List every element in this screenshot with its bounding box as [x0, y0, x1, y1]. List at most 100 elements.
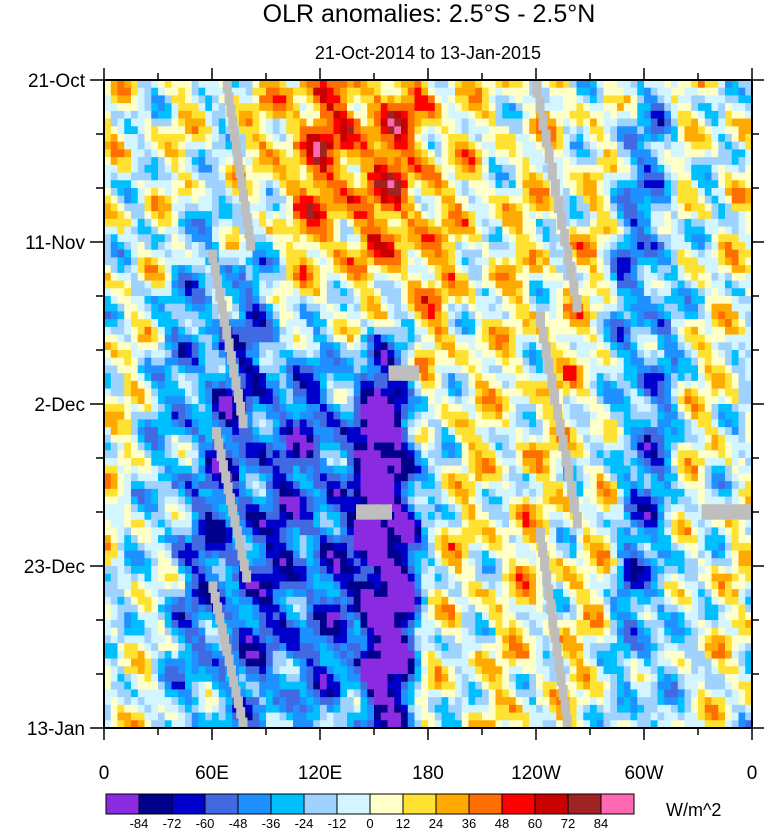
heatmap-cell	[745, 249, 752, 259]
heatmap-cell	[738, 311, 746, 320]
heatmap-cell	[212, 172, 220, 181]
heatmap-cell	[401, 388, 409, 397]
heatmap-cell	[245, 249, 254, 259]
heatmap-cell	[596, 234, 605, 243]
heatmap-cell	[536, 373, 544, 382]
heatmap-cell	[644, 442, 652, 451]
heatmap-cell	[259, 357, 267, 367]
heatmap-cell	[448, 326, 456, 336]
heatmap-cell	[583, 134, 591, 143]
heatmap-cell	[475, 404, 483, 413]
heatmap-cell	[347, 157, 355, 166]
heatmap-cell	[279, 95, 287, 104]
heatmap-cell	[563, 342, 571, 351]
heatmap-cell	[387, 311, 395, 320]
heatmap-cell	[630, 465, 638, 475]
heatmap-cell	[299, 195, 308, 205]
heatmap-cell	[495, 396, 503, 405]
heatmap-cell	[124, 218, 132, 228]
heatmap-cell	[522, 326, 530, 336]
heatmap-cell	[657, 458, 665, 467]
heatmap-cell	[650, 172, 659, 181]
heatmap-cell	[124, 103, 132, 112]
heatmap-cell	[576, 458, 584, 467]
heatmap-cell	[178, 311, 186, 320]
heatmap-cell	[191, 311, 200, 320]
heatmap-cell	[428, 280, 436, 289]
heatmap-cell	[529, 265, 537, 274]
heatmap-cell	[617, 126, 625, 135]
heatmap-cell	[745, 280, 752, 289]
heatmap-cell	[367, 242, 375, 251]
heatmap-cell	[698, 95, 706, 104]
heatmap-cell	[644, 234, 652, 243]
heatmap-cell	[414, 473, 422, 482]
heatmap-cell	[394, 380, 402, 390]
heatmap-cell	[212, 380, 220, 390]
heatmap-cell	[353, 380, 362, 390]
heatmap-cell	[468, 388, 476, 397]
heatmap-cell	[488, 404, 497, 413]
heatmap-cell	[144, 226, 152, 235]
heatmap-cell	[515, 296, 524, 305]
heatmap-cell	[576, 319, 584, 328]
heatmap-cell	[124, 373, 132, 382]
heatmap-cell	[603, 334, 611, 343]
heatmap-cell	[185, 319, 193, 328]
heatmap-cell	[637, 95, 645, 104]
heatmap-cell	[434, 218, 443, 228]
heatmap-cell	[104, 311, 112, 320]
heatmap-cell	[171, 149, 179, 158]
heatmap-cell	[131, 110, 139, 120]
heatmap-cell	[191, 118, 200, 127]
heatmap-cell	[529, 450, 537, 459]
heatmap-cell	[326, 87, 335, 97]
heatmap-cell	[644, 357, 652, 367]
heatmap-cell	[374, 288, 382, 297]
heatmap-cell	[239, 373, 247, 382]
heatmap-cell	[603, 365, 611, 374]
heatmap-cell	[164, 188, 173, 197]
heatmap-cell	[569, 427, 578, 436]
heatmap-cell	[158, 103, 166, 112]
heatmap-cell	[468, 242, 476, 251]
heatmap-cell	[124, 280, 132, 289]
heatmap-cell	[529, 458, 537, 467]
heatmap-cell	[563, 303, 571, 313]
heatmap-cell	[522, 134, 530, 143]
heatmap-cell	[725, 126, 733, 135]
heatmap-cell	[637, 242, 645, 251]
heatmap-cell	[502, 172, 510, 181]
heatmap-cell	[164, 311, 173, 320]
heatmap-cell	[556, 180, 564, 189]
heatmap-cell	[178, 272, 186, 282]
heatmap-cell	[198, 95, 206, 104]
heatmap-cell	[596, 465, 605, 475]
heatmap-cell	[542, 458, 551, 467]
heatmap-cell	[461, 396, 470, 405]
heatmap-cell	[299, 265, 308, 274]
heatmap-cell	[590, 311, 598, 320]
heatmap-cell	[488, 257, 497, 266]
heatmap-cell	[603, 326, 611, 336]
heatmap-cell	[664, 272, 672, 282]
heatmap-cell	[407, 257, 416, 266]
heatmap-cell	[461, 319, 470, 328]
heatmap-cell	[272, 234, 281, 243]
heatmap-cell	[468, 319, 476, 328]
heatmap-cell	[684, 404, 692, 413]
heatmap-cell	[441, 342, 449, 351]
heatmap-cell	[340, 164, 348, 174]
heatmap-cell	[110, 249, 119, 259]
heatmap-cell	[421, 164, 429, 174]
heatmap-cell	[718, 242, 726, 251]
heatmap-cell	[718, 411, 726, 421]
heatmap-cell	[144, 357, 152, 367]
heatmap-cell	[563, 95, 571, 104]
heatmap-cell	[306, 419, 314, 428]
heatmap-cell	[704, 242, 713, 251]
heatmap-cell	[124, 350, 132, 359]
heatmap-cell	[326, 334, 335, 343]
heatmap-cell	[623, 458, 632, 467]
heatmap-cell	[623, 450, 632, 459]
